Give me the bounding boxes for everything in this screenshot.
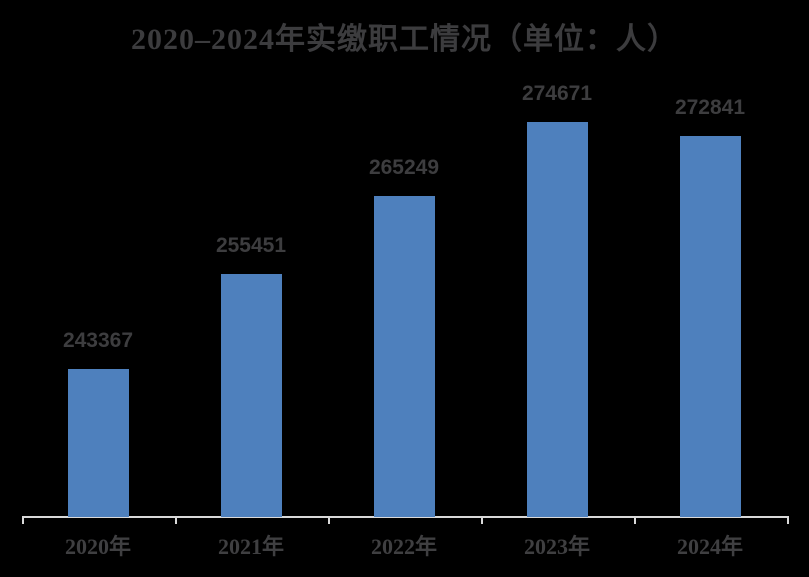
- x-axis-label: 2023年: [523, 534, 590, 559]
- axis-tick: [328, 516, 330, 524]
- bar-2023年: [526, 122, 588, 517]
- x-axis-label: 2021年: [217, 534, 284, 559]
- axis-tick: [22, 516, 24, 524]
- x-axis-line: [22, 516, 789, 518]
- x-axis-label: 2024年: [676, 534, 743, 559]
- axis-tick: [481, 516, 483, 524]
- axis-tick: [787, 516, 789, 524]
- axis-tick: [175, 516, 177, 524]
- axis-tick: [634, 516, 636, 524]
- chart-title: 2020–2024年实缴职工情况（单位：人）: [131, 23, 678, 56]
- bar-value-label: 274671: [521, 82, 593, 105]
- bar-2020年: [67, 369, 129, 517]
- x-axis-label: 2020年: [64, 534, 131, 559]
- bar-value-label: 265249: [368, 156, 440, 179]
- bar-2022年: [373, 196, 435, 517]
- bar-value-label: 255451: [215, 234, 287, 257]
- bar-value-label: 243367: [62, 329, 134, 352]
- bar-2024年: [679, 136, 741, 517]
- bar-value-label: 272841: [674, 96, 746, 119]
- x-axis-label: 2022年: [370, 534, 437, 559]
- bar-2021年: [220, 274, 282, 517]
